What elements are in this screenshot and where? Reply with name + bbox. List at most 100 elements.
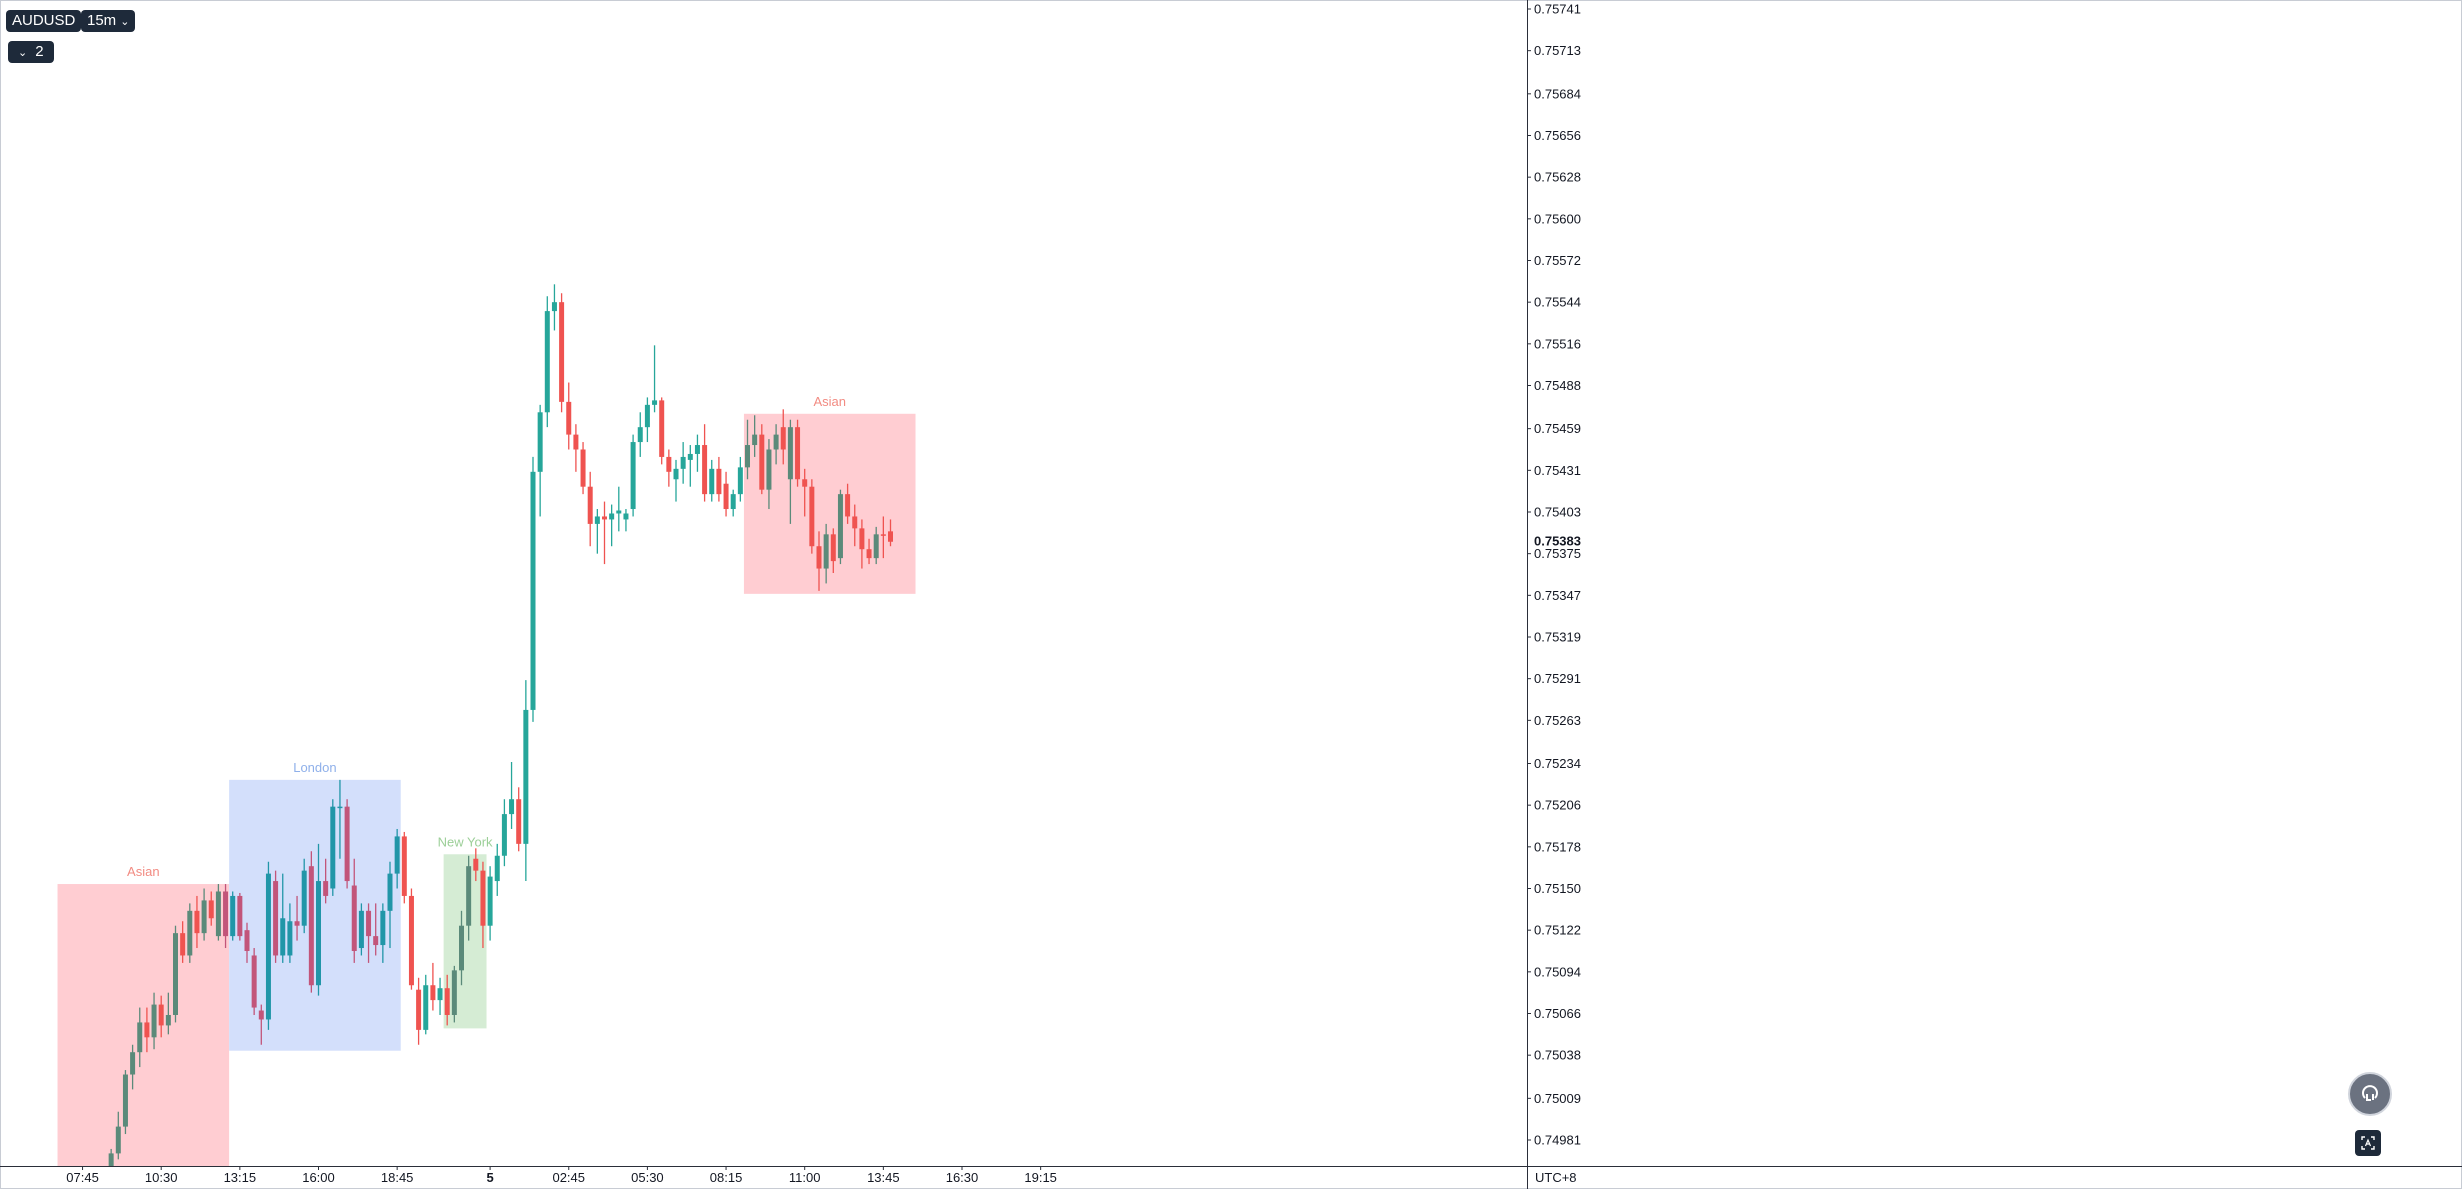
candle-body — [723, 483, 729, 510]
candle-body — [287, 921, 293, 956]
candle-body — [258, 1010, 264, 1020]
candle — [766, 439, 772, 510]
price-axis[interactable]: 0.75741 0.75713 0.75684 0.75656 0.75628 0.756… — [1527, 2, 1588, 1148]
candle — [702, 424, 708, 502]
candle — [780, 409, 786, 465]
interval-button[interactable]: 15m ⌄ — [81, 10, 136, 32]
candle — [494, 843, 500, 896]
time-tick-label: 5 — [486, 1170, 493, 1185]
candle-body — [416, 989, 422, 1030]
candle-body — [644, 404, 650, 428]
candle — [888, 519, 893, 547]
candle-body — [251, 955, 257, 1008]
session-label: London — [293, 760, 336, 775]
candle — [537, 404, 543, 517]
candle — [430, 962, 436, 1011]
candle — [130, 1044, 136, 1090]
candle — [773, 424, 779, 465]
candle-body — [830, 534, 836, 562]
replay-button[interactable] — [2348, 1072, 2392, 1116]
price-tick-label: 0.75403 — [1534, 504, 1581, 519]
candle — [180, 921, 186, 963]
candle-body — [208, 900, 214, 919]
candle-body — [487, 876, 493, 926]
indicators-toggle-button[interactable]: ⌄ 2 — [8, 41, 54, 63]
price-tick-label: 0.75009 — [1534, 1091, 1581, 1106]
candle-body — [787, 427, 793, 480]
candle-body — [265, 873, 271, 1020]
candle-body — [652, 400, 658, 405]
candle-body — [802, 479, 808, 487]
candle-body — [137, 1022, 143, 1053]
candle-body — [430, 985, 436, 1001]
candle-body — [852, 516, 858, 529]
price-tick-label: 0.75206 — [1534, 798, 1581, 813]
candle — [787, 419, 793, 524]
candle-body — [544, 311, 550, 413]
candle — [866, 538, 872, 565]
candle-body — [673, 468, 679, 480]
symbol-button[interactable]: AUDUSD — [6, 10, 82, 32]
price-tick-label: 0.75741 — [1534, 2, 1581, 17]
price-tick-label: 0.75488 — [1534, 378, 1581, 393]
candle — [823, 523, 829, 584]
candle-body — [773, 434, 779, 450]
candle — [623, 509, 629, 532]
candle-body — [694, 445, 700, 454]
candle-body — [816, 546, 822, 569]
candle — [437, 977, 443, 1015]
candle-body — [580, 449, 586, 487]
candle-body — [194, 910, 200, 934]
candle — [308, 851, 314, 993]
candle — [137, 1007, 143, 1068]
candle-body — [494, 855, 500, 882]
candle-body — [158, 1004, 164, 1026]
price-tick-label: 0.74981 — [1534, 1133, 1581, 1148]
candle — [709, 459, 715, 502]
candle-body — [165, 1014, 171, 1026]
candle — [509, 762, 515, 829]
candle — [516, 787, 522, 852]
candle-body — [659, 400, 665, 457]
candle-body — [630, 442, 636, 510]
price-tick-label: 0.75600 — [1534, 211, 1581, 226]
candle-body — [745, 445, 750, 468]
candle-body — [294, 921, 300, 926]
candle-body — [366, 910, 372, 937]
candle-body — [709, 468, 715, 495]
candle — [466, 855, 472, 941]
candle-body — [795, 427, 801, 480]
candle-body — [408, 895, 414, 986]
candle — [244, 922, 250, 963]
candle — [108, 1148, 114, 1166]
time-axis[interactable]: 2407:4510:3013:1516:0018:45502:4505:3008… — [0, 1166, 1577, 1185]
candle-body — [308, 866, 314, 986]
candle — [845, 483, 851, 524]
time-tick-label: 05:30 — [631, 1170, 664, 1185]
candle-body — [437, 988, 443, 1001]
auto-scale-button[interactable] — [2355, 1130, 2381, 1156]
candle — [795, 419, 801, 487]
candle-body — [866, 549, 872, 559]
candle-body — [730, 494, 736, 510]
candle-body — [380, 910, 386, 946]
candle — [880, 516, 886, 559]
timezone-label[interactable]: UTC+8 — [1535, 1170, 1577, 1185]
candle-body — [837, 494, 843, 559]
candle-body — [637, 427, 643, 443]
candle-body — [573, 434, 579, 450]
price-tick-label: 0.75291 — [1534, 671, 1581, 686]
candle — [594, 509, 600, 554]
candle-body — [687, 453, 693, 460]
candle — [530, 456, 536, 722]
candle — [480, 861, 486, 949]
candle-body — [344, 806, 350, 882]
auto-scale-icon — [2361, 1136, 2375, 1150]
symbol-label: AUDUSD — [12, 12, 76, 29]
candle — [401, 831, 407, 904]
candle — [830, 528, 836, 574]
price-tick-label: 0.75572 — [1534, 253, 1581, 268]
candle — [723, 471, 729, 517]
candle-body — [623, 513, 629, 520]
